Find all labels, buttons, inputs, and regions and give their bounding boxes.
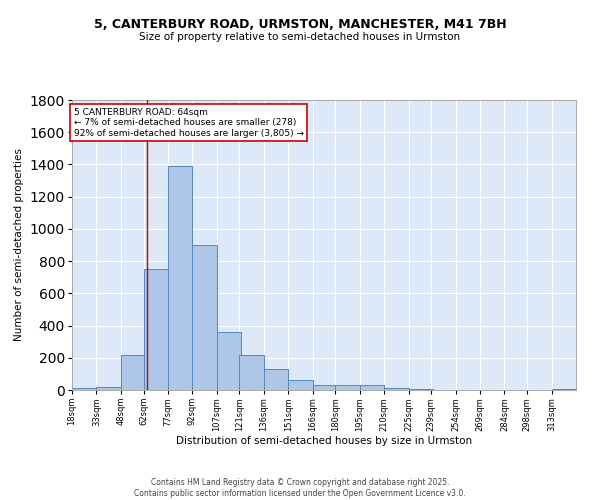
Bar [143, 269, 168, 390]
Bar [193, 245, 217, 390]
Bar [360, 385, 384, 390]
Bar [239, 354, 264, 390]
Bar [384, 388, 409, 390]
Bar [551, 389, 576, 390]
Bar [217, 332, 241, 390]
Text: Size of property relative to semi-detached houses in Urmston: Size of property relative to semi-detach… [139, 32, 461, 42]
X-axis label: Distribution of semi-detached houses by size in Urmston: Distribution of semi-detached houses by … [176, 436, 472, 446]
Bar [335, 385, 360, 390]
Text: Contains HM Land Registry data © Crown copyright and database right 2025.
Contai: Contains HM Land Registry data © Crown c… [134, 478, 466, 498]
Bar [97, 387, 121, 390]
Bar [264, 369, 288, 390]
Y-axis label: Number of semi-detached properties: Number of semi-detached properties [14, 148, 24, 342]
Bar [72, 388, 97, 390]
Bar [121, 354, 145, 390]
Bar [288, 380, 313, 390]
Bar [409, 389, 433, 390]
Text: 5, CANTERBURY ROAD, URMSTON, MANCHESTER, M41 7BH: 5, CANTERBURY ROAD, URMSTON, MANCHESTER,… [94, 18, 506, 30]
Bar [168, 166, 193, 390]
Bar [313, 385, 337, 390]
Text: 5 CANTERBURY ROAD: 64sqm
← 7% of semi-detached houses are smaller (278)
92% of s: 5 CANTERBURY ROAD: 64sqm ← 7% of semi-de… [74, 108, 304, 138]
